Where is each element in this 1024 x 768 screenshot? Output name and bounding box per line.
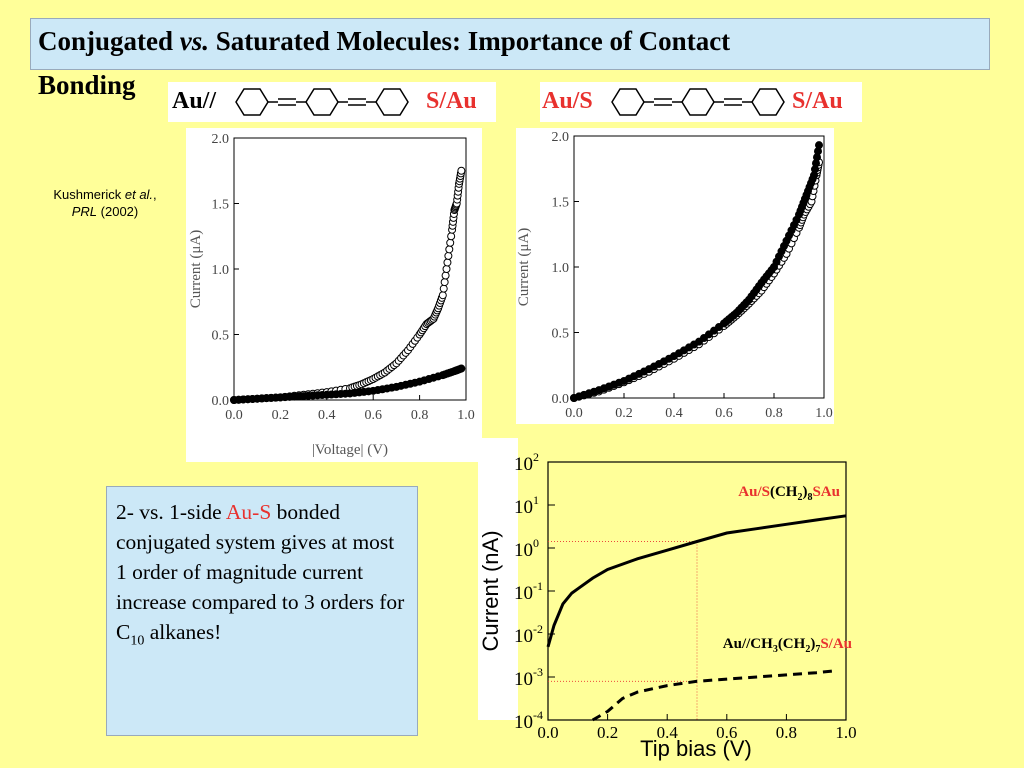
y-tick-label: 1.5: [212, 198, 230, 213]
data-point-open: [438, 291, 447, 300]
data-point-open: [439, 284, 448, 293]
series-line-1: [546, 514, 847, 648]
y-tick-label: 2.0: [212, 132, 230, 147]
molecule-right: Au/S S/Au: [540, 82, 862, 122]
y-tick-label: 10-1: [514, 579, 543, 604]
chart-right-background: [516, 128, 834, 424]
citation: Kushmerick et al., PRL (2002): [53, 187, 157, 219]
y-tick-label: 2.0: [552, 130, 570, 145]
chart-right-y-label: Current (μA): [516, 228, 532, 306]
molecule-left-left-label: Au//: [172, 88, 217, 114]
molecule-left-right-label: S/Au: [426, 88, 477, 114]
y-tick-label: 10-4: [514, 708, 543, 733]
x-tick-label: 0.0: [225, 408, 243, 423]
x-tick-label: 0.2: [615, 406, 633, 421]
molecule-right-right-label: S/Au: [792, 88, 843, 114]
data-point-open: [444, 251, 453, 260]
y-tick-label: 1.0: [552, 261, 570, 276]
y-tick-label: 100: [514, 536, 539, 561]
data-point-filled: [457, 364, 466, 373]
chart-left-y-label: Current (μA): [188, 230, 204, 308]
data-point-open: [446, 238, 455, 247]
y-tick-label: 0.0: [212, 394, 230, 409]
chart-right-iv: 0.0 0.5 1.0 1.5 2.0 0.0 0.2 0.4 0.6 0.8 1.0 Curre…: [516, 128, 834, 424]
legend-series-1: Au/S(CH2)8SAu: [738, 484, 840, 503]
y-tick-label: 0.5: [552, 327, 570, 342]
data-point-open: [445, 245, 454, 254]
molecule-left: Au// S/Au: [168, 82, 496, 122]
legend-series-2: Au//CH3(CH2)7S/Au: [723, 636, 852, 655]
chart-left-background: [186, 128, 482, 462]
x-tick-label: 0.4: [665, 406, 683, 421]
x-tick-label: 1.0: [835, 723, 856, 742]
molecule-left-structure: [235, 88, 409, 116]
y-tick-label: 1.0: [212, 263, 230, 278]
y-tick-label: 10-2: [514, 622, 543, 647]
x-tick-label: 0.6: [715, 406, 733, 421]
molecule-right-left-label: Au/S: [542, 88, 593, 114]
x-tick-label: 0.8: [411, 408, 429, 423]
data-point-open: [443, 258, 452, 267]
y-tick-label: 0.5: [212, 329, 230, 344]
data-point-open: [447, 232, 456, 241]
y-tick-label: 1.5: [552, 196, 570, 211]
chart-left-iv: 0.0 0.5 1.0 1.5 2.0 0.0 0.2 0.4 0.6 0.8 1.0 Curre…: [186, 128, 482, 462]
chart-bottom-log: 102 101 100 10-1 10-2 10-3 10-4 0.0 0.2 0.4 0.6 0.…: [478, 438, 857, 761]
x-tick-label: 0.8: [765, 406, 783, 421]
x-tick-label: 0.0: [565, 406, 583, 421]
x-tick-label: 0.6: [716, 723, 737, 742]
data-point-open: [442, 265, 451, 273]
data-point-filled: [815, 141, 823, 150]
summary-text: 2- vs. 1-side Au-S bonded conjugated sys…: [116, 500, 405, 649]
chart-bottom-label-background: [478, 438, 518, 720]
x-tick-label: 1.0: [457, 408, 475, 423]
y-tick-label: 10-3: [514, 665, 543, 690]
page-title: Conjugated vs. Saturated Molecules: Impo…: [38, 26, 731, 56]
x-tick-label: 0.8: [776, 723, 797, 742]
chart-bottom-x-label: Tip bias (V): [640, 736, 752, 761]
page-title-continued: Bonding: [38, 70, 136, 100]
y-tick-label: 102: [514, 450, 539, 475]
y-tick-label: 0.0: [552, 392, 570, 407]
x-tick-label: 0.0: [537, 723, 558, 742]
summary-box: [106, 486, 418, 736]
x-tick-label: 0.2: [272, 408, 290, 423]
chart-left-x-label: |Voltage| (V): [312, 442, 388, 458]
data-point-open: [441, 271, 450, 280]
data-point-open: [440, 278, 449, 287]
x-tick-label: 0.4: [657, 723, 679, 742]
x-tick-label: 0.6: [364, 408, 382, 423]
data-point-open: [457, 166, 466, 175]
molecule-right-structure: [611, 88, 785, 116]
x-tick-label: 1.0: [815, 406, 833, 421]
x-tick-label: 0.4: [318, 408, 336, 423]
x-tick-label: 0.2: [597, 723, 618, 742]
title-box: [30, 18, 990, 70]
series-line-2: [591, 669, 838, 722]
chart-bottom-y-label: Current (nA): [478, 530, 503, 651]
y-tick-label: 101: [514, 493, 539, 518]
